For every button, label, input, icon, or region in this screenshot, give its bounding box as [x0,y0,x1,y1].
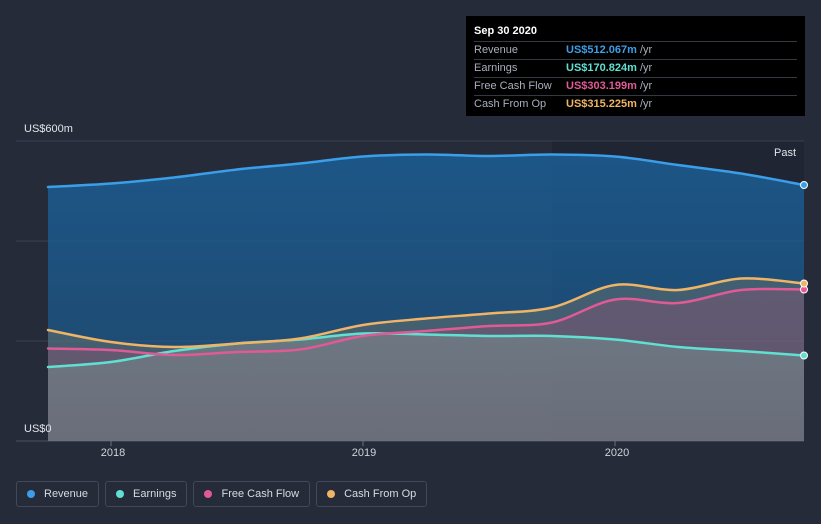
tooltip-label: Free Cash Flow [474,80,552,92]
x-tick-2019: 2019 [351,447,377,459]
tooltip-unit: /yr [639,80,653,92]
legend-label: Earnings [133,488,177,500]
tooltip: Sep 30 2020 Revenue US$512.067m /yr Earn… [466,16,805,116]
tooltip-unit: /yr [639,44,653,56]
area-earnings [48,333,804,441]
legend: Revenue Earnings Free Cash Flow Cash Fro… [16,481,428,507]
legend-label: Cash From Op [344,488,417,500]
x-tick-2018: 2018 [100,447,126,459]
legend-dot-icon [327,490,336,498]
tooltip-date: Sep 30 2020 [474,25,537,37]
y-axis-bottom-label: US$0 [24,423,52,435]
line-free-cash-flow [46,287,806,357]
x-tick-2020: 2020 [604,447,630,459]
tooltip-unit: /yr [639,98,653,110]
tooltip-value: US$303.199m [566,80,637,92]
legend-dot-icon [116,490,125,498]
line-revenue [46,153,806,189]
legend-item-cash-from-op[interactable]: Cash From Op [316,481,428,507]
endpoint-earnings [800,351,808,360]
tooltip-label: Cash From Op [474,98,547,110]
endpoint-cash-from-op [800,279,808,288]
past-label: Past [774,147,797,159]
line-cash-from-op [46,277,806,349]
legend-label: Revenue [44,488,89,500]
tooltip-value: US$170.824m [566,62,637,74]
legend-dot-icon [204,490,213,498]
tooltip-label: Revenue [474,44,519,56]
legend-item-earnings[interactable]: Earnings [105,481,188,507]
endpoint-revenue [800,181,808,189]
tooltip-row-revenue: Revenue US$512.067m /yr [474,41,797,59]
tooltip-unit: /yr [639,62,653,74]
tooltip-row-cash-from-op: Cash From Op US$315.225m /yr [474,95,797,113]
legend-label: Free Cash Flow [221,488,300,500]
tooltip-value: US$512.067m [566,44,637,56]
legend-dot-icon [27,490,35,498]
line-earnings [46,331,806,369]
tooltip-label: Earnings [474,62,518,74]
legend-item-free-cash-flow[interactable]: Free Cash Flow [193,481,311,507]
tooltip-row-free-cash-flow: Free Cash Flow US$303.199m /yr [474,77,797,95]
tooltip-row-earnings: Earnings US$170.824m /yr [474,59,797,77]
tooltip-value: US$315.225m [566,98,637,110]
legend-item-revenue[interactable]: Revenue [16,481,100,507]
y-axis-top-label: US$600m [24,123,73,135]
